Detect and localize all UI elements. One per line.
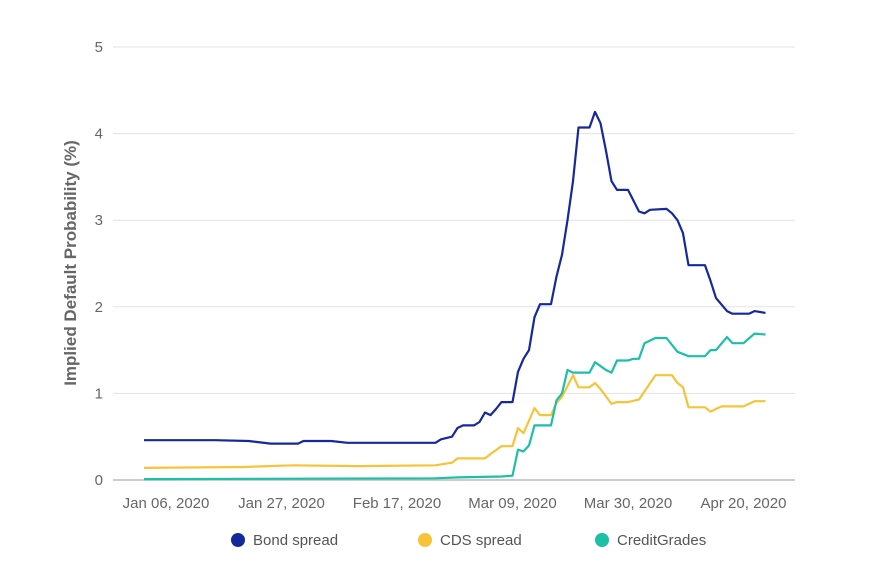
y-tick-label: 2 <box>95 299 103 316</box>
legend-label: CreditGrades <box>617 532 706 549</box>
legend-swatch <box>595 533 609 547</box>
x-axis-ticks: Jan 06, 2020 Jan 27, 2020 Feb 17, 2020 Mar … <box>123 495 787 512</box>
x-tick-label: Apr 20, 2020 <box>701 495 787 512</box>
legend-swatch <box>231 533 245 547</box>
series-line-bond-spread <box>144 110 766 445</box>
y-tick-label: 1 <box>95 385 103 402</box>
legend-label: CDS spread <box>440 532 522 549</box>
legend-swatch <box>418 533 432 547</box>
series-line-creditgrades <box>143 332 766 481</box>
series-line-cds-spread <box>143 374 766 469</box>
gridlines <box>113 46 795 481</box>
series-lines <box>143 110 766 481</box>
y-axis-ticks: 0 1 2 3 4 5 <box>95 39 103 489</box>
y-tick-label: 0 <box>95 472 103 489</box>
x-tick-label: Jan 06, 2020 <box>123 495 210 512</box>
legend: Bond spread CDS spread CreditGrades <box>231 532 706 549</box>
y-axis-label: Implied Default Probability (%) <box>61 140 80 386</box>
legend-label: Bond spread <box>253 532 338 549</box>
x-tick-label: Feb 17, 2020 <box>353 495 441 512</box>
y-tick-label: 4 <box>95 126 103 143</box>
y-tick-label: 5 <box>95 39 103 56</box>
x-tick-label: Mar 09, 2020 <box>468 495 556 512</box>
x-tick-label: Jan 27, 2020 <box>238 495 325 512</box>
y-tick-label: 3 <box>95 212 103 229</box>
x-tick-label: Mar 30, 2020 <box>584 495 672 512</box>
